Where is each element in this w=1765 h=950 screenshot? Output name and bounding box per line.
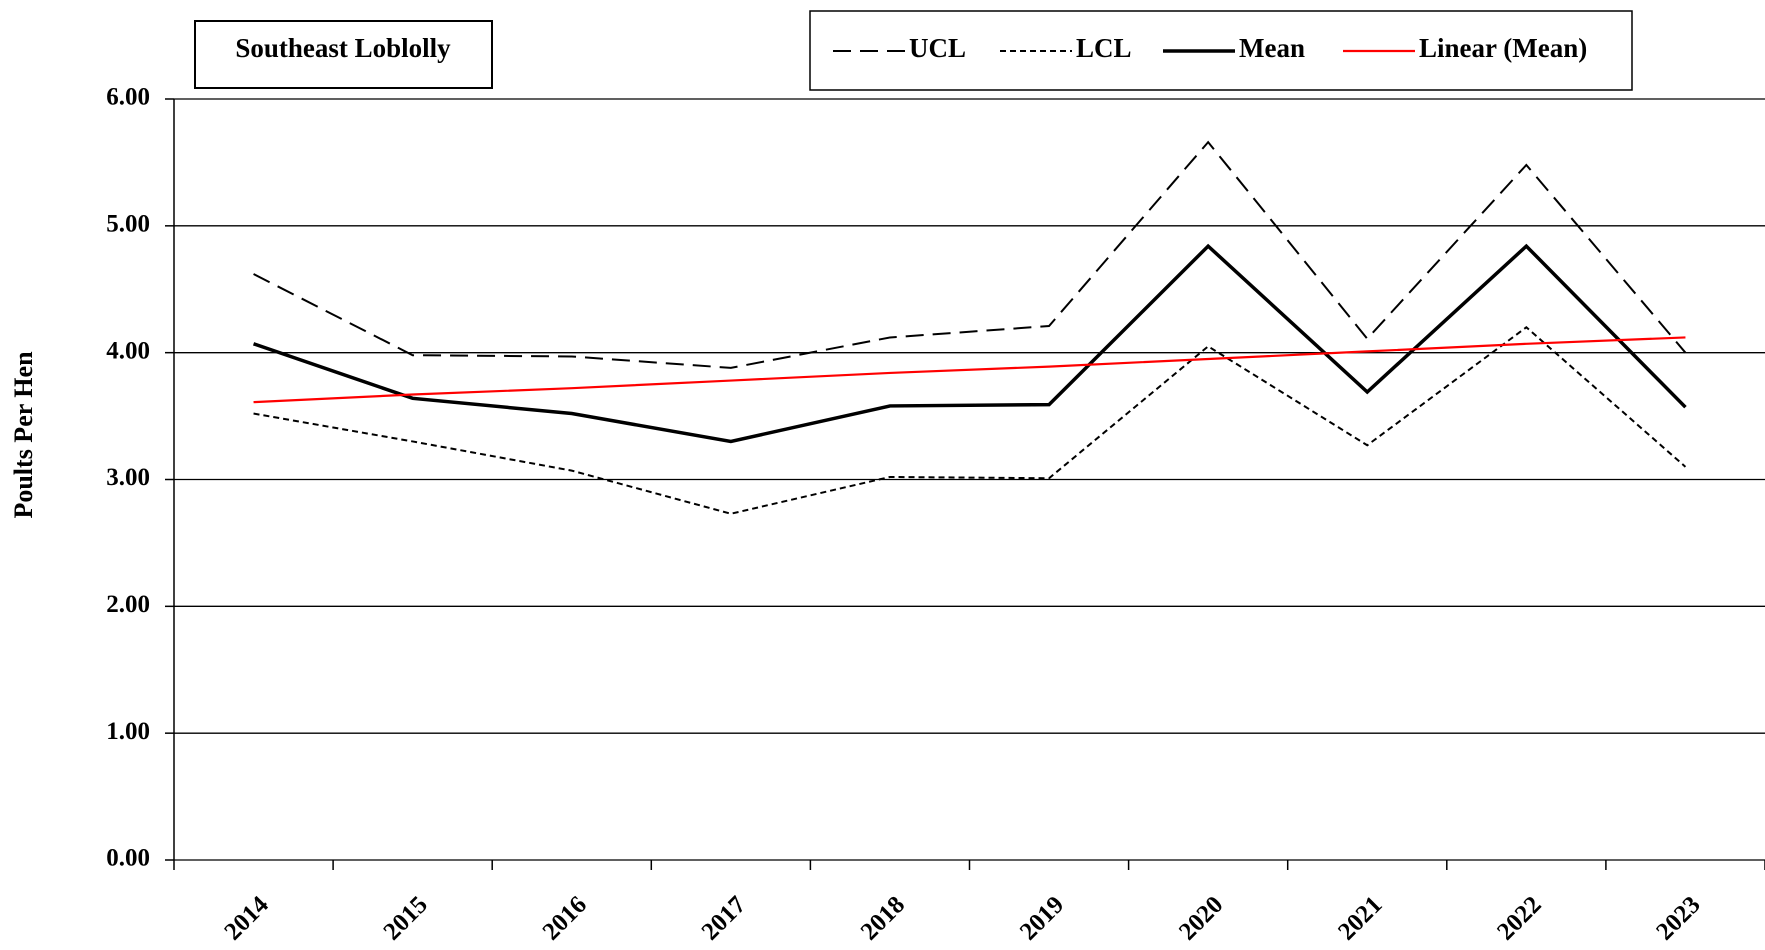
y-tick-label: 6.00 [106, 84, 150, 111]
y-tick-label: 2.00 [106, 591, 150, 618]
x-tick-label: 2020 [1174, 891, 1228, 945]
legend-label: Mean [1239, 33, 1305, 63]
x-tick-label: 2015 [379, 891, 433, 945]
x-tick-label: 2021 [1333, 891, 1387, 945]
x-tick-label: 2014 [219, 891, 274, 946]
x-tick-label: 2019 [1015, 891, 1069, 945]
x-tick-label: 2023 [1651, 891, 1705, 945]
y-tick-label: 3.00 [106, 464, 150, 491]
legend-label: LCL [1076, 33, 1132, 63]
legend-label: Linear (Mean) [1419, 33, 1587, 63]
x-tick-label: 2017 [697, 891, 751, 945]
y-tick-label: 5.00 [106, 211, 150, 238]
series-line [253, 140, 1687, 369]
x-tick-label: 2022 [1492, 891, 1546, 945]
legend-box [809, 10, 1633, 91]
x-tick-label: 2016 [538, 891, 592, 945]
y-tick-label: 0.00 [106, 845, 150, 872]
chart-title: Southeast Loblolly [235, 33, 451, 63]
y-tick-label: 1.00 [106, 718, 150, 745]
series-line [253, 336, 1686, 404]
y-tick-label: 4.00 [106, 337, 150, 364]
series-line [252, 243, 1687, 444]
x-tick-label: 2018 [856, 891, 910, 945]
legend-label: UCL [909, 33, 966, 63]
y-axis-label: Poults Per Hen [9, 351, 38, 519]
title-box [194, 20, 493, 89]
series-line [253, 326, 1687, 515]
